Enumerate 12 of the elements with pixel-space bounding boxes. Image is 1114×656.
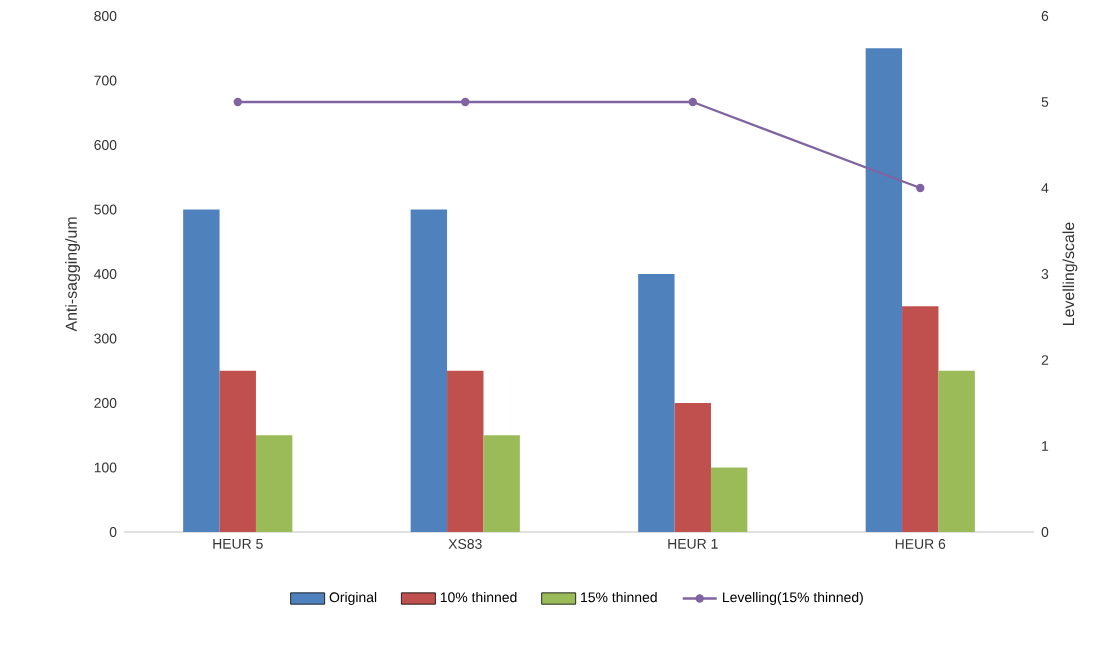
bar — [447, 370, 484, 532]
bar — [483, 435, 520, 532]
bar — [938, 370, 975, 532]
bar — [219, 370, 256, 532]
bar — [410, 209, 448, 532]
bar — [638, 274, 675, 532]
bar — [710, 467, 748, 532]
bar — [255, 435, 293, 532]
bar — [865, 48, 903, 532]
bar — [902, 306, 939, 532]
bar — [183, 209, 220, 532]
bar — [674, 403, 711, 532]
